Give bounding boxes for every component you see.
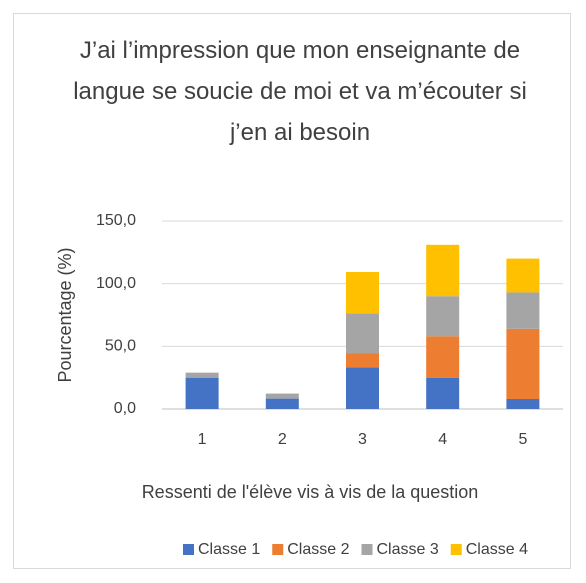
bar-segment [185,372,219,378]
bar-segment [265,398,299,409]
x-tick-label: 1 [198,431,207,448]
y-tick-label: 150,0 [96,212,136,229]
legend-swatch [183,544,194,555]
legend-swatch [450,544,462,555]
bar-segment [346,353,379,368]
legend-label: Classe 2 [287,541,349,558]
bar-segment [426,296,460,337]
y-tick-label: 100,0 [96,275,136,292]
bar-segment [426,336,460,378]
x-tick-label: 3 [358,431,367,448]
bar-segment [265,393,299,399]
bar-segment [506,328,540,399]
bar-segment [426,377,460,409]
y-tick-label: 0,0 [114,400,136,417]
legend-label: Classe 4 [466,541,528,558]
y-axis-label: Pourcentage (%) [55,247,75,382]
chart-title: J’ai l’impression que mon enseignante de… [73,37,527,146]
bar-segment [346,272,379,314]
legend-label: Classe 3 [377,541,439,558]
x-tick-label: 5 [518,431,527,448]
bar-segment [506,398,540,409]
bar-segment [426,244,460,297]
bar-segment [506,258,540,293]
bar-segment [346,313,379,354]
legend-swatch [272,544,284,555]
x-tick-label: 4 [438,431,447,448]
y-tick-label: 50,0 [105,338,136,355]
bar-segment [346,367,379,409]
chart-frame [13,13,571,569]
legend-label: Classe 1 [198,541,260,558]
bar-segment [185,377,219,409]
x-axis-label: Ressenti de l'élève vis à vis de la ques… [142,482,479,502]
x-tick-label: 2 [278,431,287,448]
bar-segment [506,292,540,329]
legend-swatch [361,544,373,555]
